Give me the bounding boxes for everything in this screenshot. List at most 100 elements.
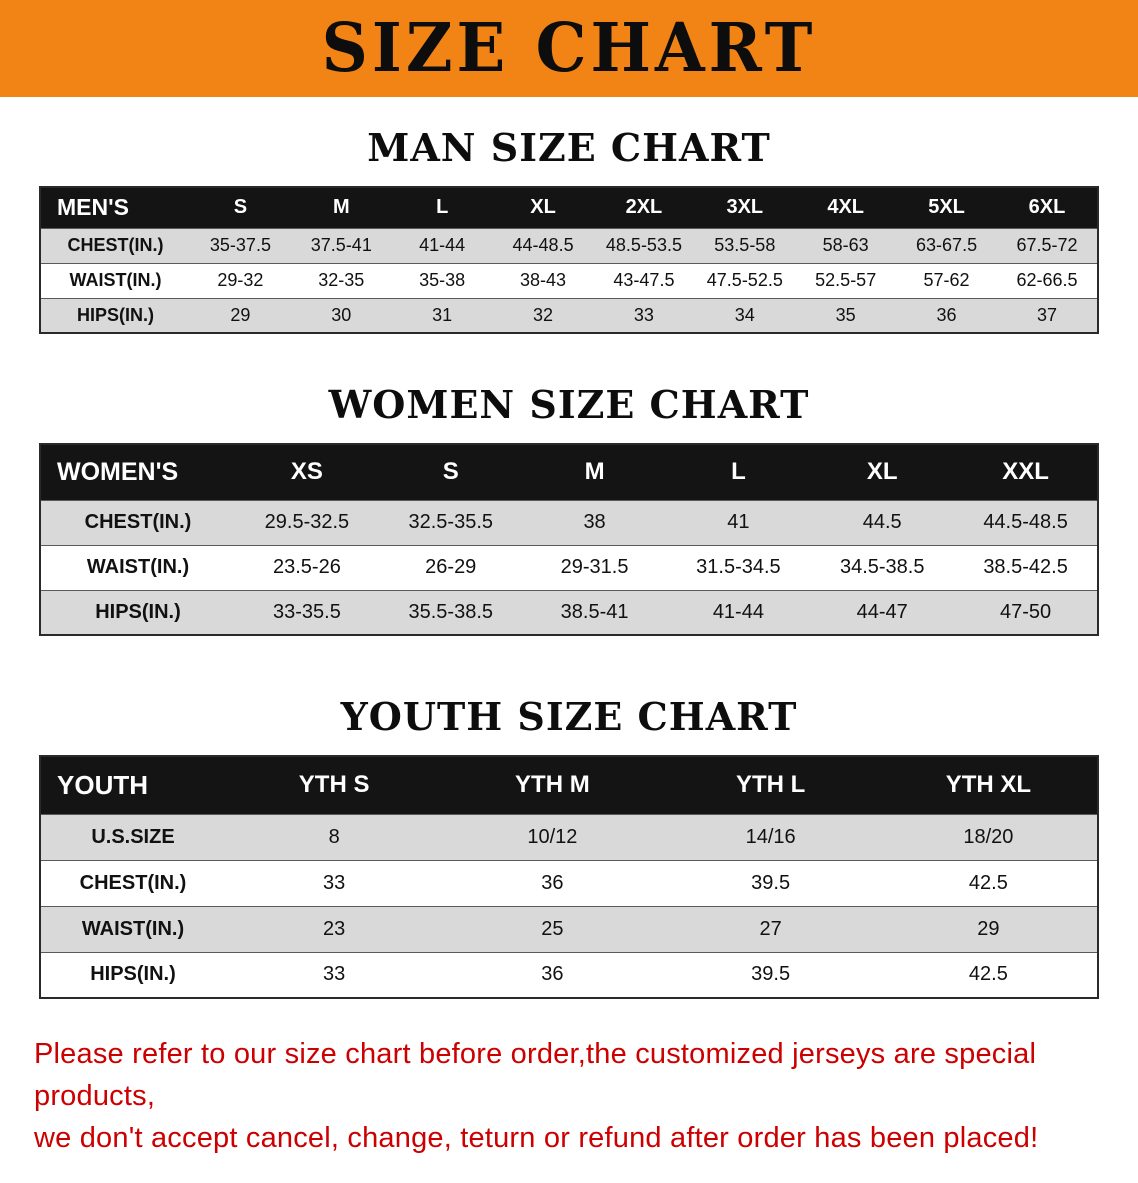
measure-value-cell: 35-37.5 [209, 235, 271, 255]
men-size-section: MAN SIZE CHART MEN'S S M L XL 2XL 3XL 4XL 5XL 6XL… [0, 125, 1138, 334]
women-size-section: WOMEN SIZE CHART WOMEN'S XS S M L XL XXL CHEST(… [0, 382, 1138, 636]
measure-value-cell: 42.5 [968, 871, 1008, 894]
table-title-cell: WOMEN'S [40, 444, 235, 500]
size-header-cell: YTH L [661, 756, 880, 814]
size-header-cell: 5XL [896, 187, 997, 228]
size-header-cell: M [522, 444, 667, 500]
measure-value-cell: 29.5-32.5 [264, 511, 350, 533]
measure-value-cell: 41 [727, 511, 750, 533]
measure-label-cell: WAIST(IN.) [69, 270, 162, 290]
size-header-cell: XXL [954, 444, 1098, 500]
table-title-cell: MEN'S [40, 187, 190, 228]
measure-value-cell: 62-66.5 [1016, 270, 1078, 290]
measure-label-cell: U.S.SIZE [91, 825, 175, 848]
measure-value-cell: 29-32 [217, 270, 264, 290]
size-header-cell: L [391, 187, 493, 228]
page-title: SIZE CHART [321, 8, 817, 88]
measure-value-cell: 44-48.5 [512, 235, 574, 255]
table-head: MEN'S S M L XL 2XL 3XL 4XL 5XL 6XL [40, 187, 1098, 228]
measure-label-cell: HIPS(IN.) [76, 304, 154, 325]
measure-value-cell: 31 [432, 304, 453, 325]
measure-label-cell: HIPS(IN.) [90, 963, 176, 986]
size-header-cell: 3XL [694, 187, 796, 228]
table-head: WOMEN'S XS S M L XL XXL [40, 444, 1098, 500]
men-size-table: MEN'S S M L XL 2XL 3XL 4XL 5XL 6XL CHEST(IN.) 35-37… [39, 186, 1099, 334]
table-row: WAIST(IN.) 23.5-26 26-29 29-31.5 31.5-34.5 34… [40, 545, 1098, 590]
size-header-cell: XS [235, 444, 379, 500]
measure-value-cell: 29 [230, 304, 251, 325]
size-header-cell: YTH M [443, 756, 662, 814]
size-header-cell: S [378, 444, 523, 500]
measure-value-cell: 44-47 [856, 600, 908, 623]
table-body: U.S.SIZE 8 10/12 14/16 18/20 CHEST(IN.) 33 36 39… [40, 814, 1098, 998]
women-section-heading: WOMEN SIZE CHART [328, 382, 810, 427]
measure-value-cell: 34 [734, 304, 755, 325]
size-header-cell: XL [492, 187, 594, 228]
size-header-cell: L [666, 444, 811, 500]
measure-value-cell: 41-44 [419, 235, 466, 255]
measure-value-cell: 33 [323, 963, 346, 986]
size-header-cell: XL [810, 444, 955, 500]
table-header-row: MEN'S S M L XL 2XL 3XL 4XL 5XL 6XL [40, 187, 1098, 228]
size-header-cell: 6XL [997, 187, 1098, 228]
measure-value-cell: 43-47.5 [613, 270, 675, 290]
size-header-cell: YTH XL [879, 756, 1098, 814]
disclaimer: Please refer to our size chart before or… [0, 1033, 1138, 1183]
measure-value-cell: 25 [541, 917, 564, 940]
measure-value-cell: 33 [633, 304, 654, 325]
measure-value-cell: 47-50 [999, 600, 1052, 623]
table-row: WAIST(IN.) 23 25 27 29 [40, 906, 1098, 952]
table-row: CHEST(IN.) 33 36 39.5 42.5 [40, 860, 1098, 906]
measure-value-cell: 35 [835, 304, 856, 325]
women-size-table: WOMEN'S XS S M L XL XXL CHEST(IN.) 29.5-32.5 32.5… [39, 443, 1099, 636]
measure-value-cell: 10/12 [527, 825, 578, 848]
measure-value-cell: 37 [1036, 304, 1058, 325]
measure-value-cell: 44.5-48.5 [983, 511, 1068, 533]
men-section-heading: MAN SIZE CHART [367, 125, 771, 170]
table-row: WAIST(IN.) 29-32 32-35 35-38 38-43 43-47.5 47.… [40, 263, 1098, 298]
youth-size-table: YOUTH YTH S YTH M YTH L YTH XL U.S.SIZE 8 10/12… [39, 755, 1099, 999]
measure-value-cell: 36 [541, 963, 564, 986]
measure-value-cell: 36 [541, 871, 564, 894]
measure-value-cell: 30 [331, 304, 352, 325]
measure-value-cell: 38.5-42.5 [983, 556, 1068, 578]
measure-value-cell: 14/16 [745, 825, 796, 848]
measure-value-cell: 57-62 [923, 270, 970, 290]
measure-value-cell: 35-38 [419, 270, 466, 290]
youth-section-heading: YOUTH SIZE CHART [340, 694, 798, 739]
measure-value-cell: 47.5-52.5 [706, 270, 783, 290]
table-head: YOUTH YTH S YTH M YTH L YTH XL [40, 756, 1098, 814]
measure-value-cell: 38-43 [520, 270, 567, 290]
measure-value-cell: 31.5-34.5 [696, 556, 781, 578]
measure-value-cell: 33-35.5 [272, 600, 341, 623]
table-header-row: WOMEN'S XS S M L XL XXL [40, 444, 1098, 500]
size-header-cell: 2XL [593, 187, 695, 228]
measure-value-cell: 39.5 [751, 963, 791, 986]
measure-value-cell: 29-31.5 [560, 556, 629, 578]
measure-value-cell: 58-63 [822, 235, 869, 255]
measure-value-cell: 26-29 [425, 556, 477, 578]
measure-value-cell: 33 [323, 871, 346, 894]
measure-value-cell: 36 [936, 304, 957, 325]
measure-label-cell: CHEST(IN.) [79, 871, 187, 894]
measure-value-cell: 52.5-57 [815, 270, 877, 290]
table-body: CHEST(IN.) 29.5-32.5 32.5-35.5 38 41 44.5 44.5… [40, 500, 1098, 635]
table-row: CHEST(IN.) 29.5-32.5 32.5-35.5 38 41 44.5 44.5… [40, 500, 1098, 545]
measure-label-cell: CHEST(IN.) [84, 511, 192, 533]
measure-value-cell: 39.5 [751, 871, 791, 894]
size-header-cell: M [290, 187, 392, 228]
table-row: U.S.SIZE 8 10/12 14/16 18/20 [40, 814, 1098, 860]
measure-label-cell: WAIST(IN.) [81, 917, 185, 940]
size-header-cell: YTH S [225, 756, 444, 814]
banner: SIZE CHART [0, 0, 1138, 97]
table-body: CHEST(IN.) 35-37.5 37.5-41 41-44 44-48.5 48.5… [40, 228, 1098, 333]
measure-label-cell: HIPS(IN.) [95, 600, 181, 623]
measure-value-cell: 29 [977, 917, 1000, 940]
measure-value-cell: 41-44 [712, 600, 764, 623]
measure-value-cell: 18/20 [963, 825, 1014, 848]
measure-label-cell: CHEST(IN.) [67, 235, 164, 255]
size-header-cell: 4XL [795, 187, 897, 228]
measure-value-cell: 23.5-26 [272, 556, 341, 578]
disclaimer-line-2: we don't accept cancel, change, teturn o… [34, 1122, 1039, 1155]
